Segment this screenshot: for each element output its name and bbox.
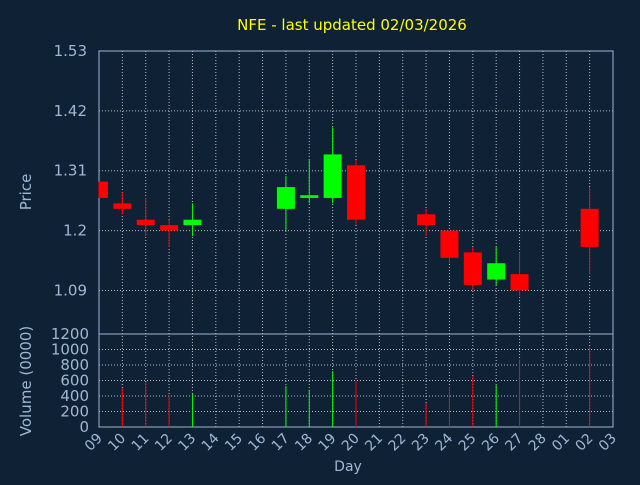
candle-body	[487, 263, 506, 280]
candle-body	[99, 181, 108, 198]
volume-tick-label: 1000	[51, 341, 89, 359]
x-axis-label: Day	[334, 459, 362, 475]
candle-body	[463, 252, 482, 286]
marks-layer	[98, 127, 599, 427]
price-tick-label: 1.2	[63, 222, 87, 240]
candle-body	[300, 195, 319, 198]
candle-body	[113, 203, 132, 209]
volume-tick-label: 1200	[51, 325, 89, 343]
volume-tick-label: 200	[60, 403, 89, 421]
chart-title: NFE - last updated 02/03/2026	[237, 16, 467, 34]
candle-body	[347, 165, 365, 220]
volume-tick-label: 400	[60, 387, 89, 405]
candle-body	[417, 214, 436, 226]
candle-body	[323, 154, 342, 198]
volume-tick-label: 600	[60, 372, 89, 390]
price-axis-label: Price	[17, 174, 35, 211]
candle-body	[160, 225, 179, 231]
candle-body	[510, 274, 529, 291]
volume-axis-label: Volume (0000)	[17, 326, 35, 436]
candle-body	[276, 187, 295, 209]
volume-tick-label: 0	[79, 418, 89, 436]
price-tick-label: 1.53	[54, 42, 87, 60]
price-tick-label: 1.42	[54, 102, 87, 120]
volume-tick-label: 800	[60, 356, 89, 374]
price-tick-label: 1.31	[54, 162, 87, 180]
candle-body	[580, 208, 599, 247]
price-tick-label: 1.09	[54, 281, 87, 299]
candle-body	[440, 230, 459, 258]
candle-body	[183, 219, 202, 226]
candle-body	[136, 219, 155, 226]
